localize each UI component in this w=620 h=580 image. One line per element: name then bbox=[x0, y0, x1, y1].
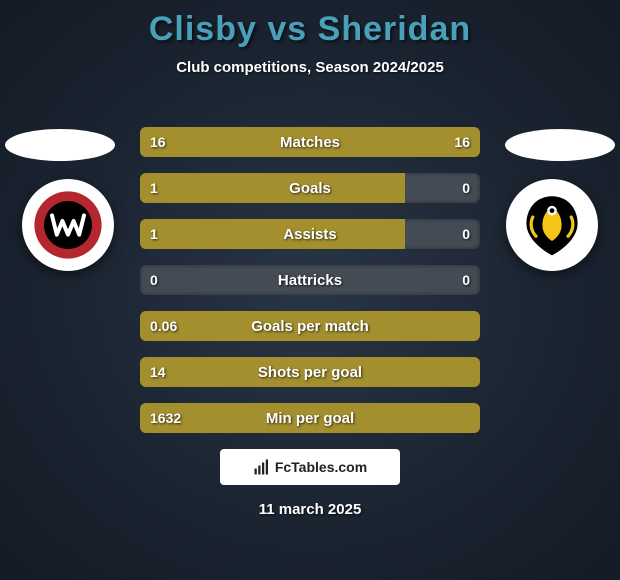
stat-row: 00Hattricks bbox=[140, 265, 480, 295]
phoenix-icon bbox=[512, 185, 592, 265]
brand-text: FcTables.com bbox=[275, 459, 367, 475]
stat-label: Goals bbox=[140, 173, 480, 203]
stat-row: 0.06Goals per match bbox=[140, 311, 480, 341]
stat-row: 14Shots per goal bbox=[140, 357, 480, 387]
spotlight-right bbox=[505, 129, 615, 161]
player2-name: Sheridan bbox=[318, 10, 471, 48]
stat-label: Assists bbox=[140, 219, 480, 249]
comparison-panel: 1616Matches 10Goals 10Assists 00Hattricks 0.… bbox=[0, 101, 620, 518]
stat-label: Shots per goal bbox=[140, 357, 480, 387]
stat-label: Hattricks bbox=[140, 265, 480, 295]
vs-text: vs bbox=[267, 10, 307, 48]
spotlight-left bbox=[5, 129, 115, 161]
wanderers-icon bbox=[28, 185, 108, 265]
team-badge-right bbox=[506, 179, 598, 271]
stat-label: Matches bbox=[140, 127, 480, 157]
stat-row: 1616Matches bbox=[140, 127, 480, 157]
subtitle: Club competitions, Season 2024/2025 bbox=[0, 59, 620, 76]
stat-label: Goals per match bbox=[140, 311, 480, 341]
date-text: 11 march 2025 bbox=[0, 501, 620, 518]
page-title: Clisby vs Sheridan bbox=[0, 0, 620, 49]
stat-row: 1632Min per goal bbox=[140, 403, 480, 433]
stat-row: 10Goals bbox=[140, 173, 480, 203]
chart-icon bbox=[253, 458, 271, 476]
stat-label: Min per goal bbox=[140, 403, 480, 433]
team-badge-left bbox=[22, 179, 114, 271]
brand-badge: FcTables.com bbox=[220, 449, 400, 485]
stat-row: 10Assists bbox=[140, 219, 480, 249]
player1-name: Clisby bbox=[149, 10, 257, 48]
stat-bars: 1616Matches 10Goals 10Assists 00Hattricks 0.… bbox=[140, 101, 480, 433]
